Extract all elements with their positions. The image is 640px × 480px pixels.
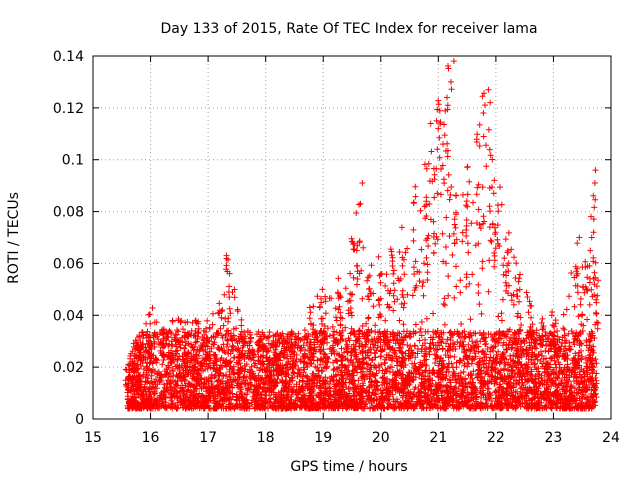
x-tick-label: 16 bbox=[142, 430, 160, 446]
x-tick-label: 19 bbox=[314, 430, 332, 446]
x-tick-label: 17 bbox=[199, 430, 217, 446]
chart-title: Day 133 of 2015, Rate Of TEC Index for r… bbox=[160, 21, 537, 37]
notable-point bbox=[485, 86, 492, 93]
notable-point bbox=[359, 180, 366, 187]
axis-ticks: 15 16 17 18 19 20 21 22 23 24 0 0.02 0.04 0.06 0.08 0.1… bbox=[53, 49, 620, 446]
scatter-cloud bbox=[122, 63, 602, 412]
x-tick-label: 20 bbox=[372, 430, 390, 446]
y-tick-label: 0.08 bbox=[53, 205, 84, 221]
x-tick-label: 22 bbox=[487, 430, 505, 446]
x-tick-label: 21 bbox=[429, 430, 447, 446]
notable-point bbox=[591, 180, 598, 187]
x-axis-label: GPS time / hours bbox=[290, 459, 407, 475]
notable-point bbox=[576, 234, 583, 241]
notable-point bbox=[450, 58, 457, 65]
x-tick-label: 23 bbox=[545, 430, 563, 446]
data-points bbox=[122, 58, 602, 412]
y-tick-label: 0 bbox=[75, 412, 84, 428]
notable-point bbox=[433, 117, 440, 124]
x-tick-label: 15 bbox=[84, 430, 102, 446]
y-tick-label: 0.02 bbox=[53, 360, 84, 376]
y-tick-label: 0.06 bbox=[53, 256, 84, 272]
y-tick-label: 0.12 bbox=[53, 101, 84, 117]
y-tick-label: 0.04 bbox=[53, 308, 84, 324]
x-tick-label: 24 bbox=[602, 430, 620, 446]
y-tick-label: 0.14 bbox=[53, 49, 84, 65]
notable-point bbox=[223, 252, 230, 259]
notable-point bbox=[592, 167, 599, 174]
x-tick-label: 18 bbox=[257, 430, 275, 446]
notable-point bbox=[487, 99, 494, 106]
notable-point bbox=[443, 94, 450, 101]
plot-frame bbox=[92, 55, 612, 420]
y-axis-label: ROTI / TECUs bbox=[6, 192, 22, 284]
y-tick-label: 0.1 bbox=[62, 153, 84, 169]
notable-point bbox=[435, 125, 442, 132]
grid-lines bbox=[93, 56, 611, 419]
